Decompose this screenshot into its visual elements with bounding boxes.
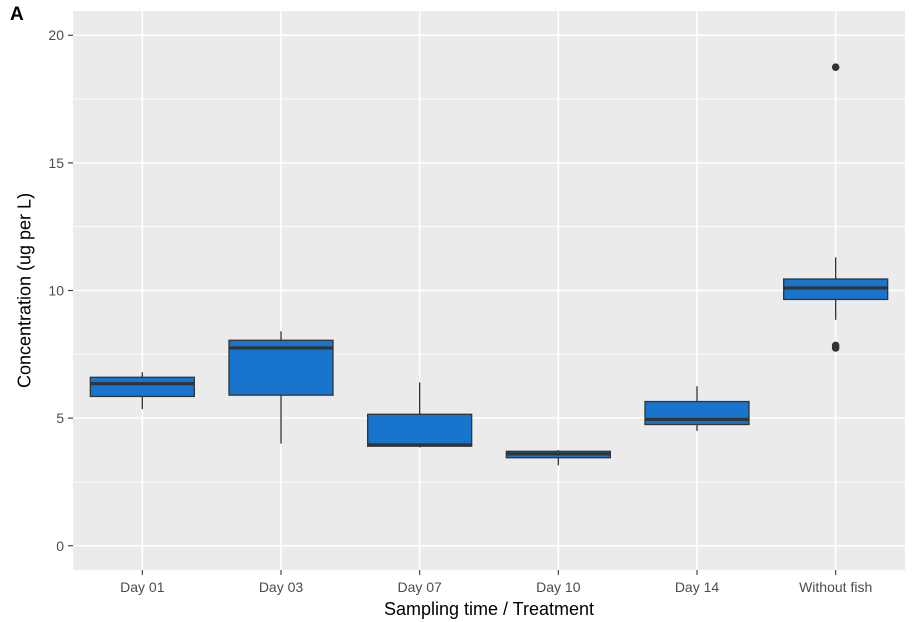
x-tick-label: Day 07 (397, 579, 442, 595)
box-day-10 (505, 450, 611, 466)
x-axis-title: Sampling time / Treatment (384, 599, 594, 619)
x-tick-label: Day 01 (120, 579, 165, 595)
x-axis: Day 01 Day 03 Day 07 Day 10 Day 14 Without fi… (120, 570, 872, 595)
panel-label: A (10, 4, 24, 25)
y-tick-label: 0 (56, 538, 64, 554)
grid-major (73, 11, 905, 570)
x-tick-label: Day 10 (536, 579, 581, 595)
box-body (367, 413, 473, 447)
box-day-01 (89, 372, 195, 410)
y-tick-label: 15 (48, 155, 64, 171)
x-tick-label: Without fish (799, 579, 872, 595)
box-day-07 (367, 382, 473, 448)
y-tick-label: 5 (56, 410, 64, 426)
boxes (89, 63, 889, 466)
y-tick-label: 20 (48, 27, 64, 43)
y-tick-label: 10 (48, 283, 64, 299)
y-axis: 0 5 10 15 20 (48, 27, 73, 554)
outlier-point (831, 341, 840, 350)
box-day-03 (228, 331, 334, 444)
grid-minor (73, 98, 905, 483)
box-body (644, 400, 750, 426)
outlier-point (831, 63, 840, 71)
y-axis-title: Concentration (ug per L) (14, 193, 34, 388)
box-day-14 (644, 386, 750, 431)
box-body (89, 376, 195, 398)
x-tick-label: Day 03 (259, 579, 304, 595)
box-without-fish (783, 63, 889, 352)
x-tick-label: Day 14 (675, 579, 720, 595)
